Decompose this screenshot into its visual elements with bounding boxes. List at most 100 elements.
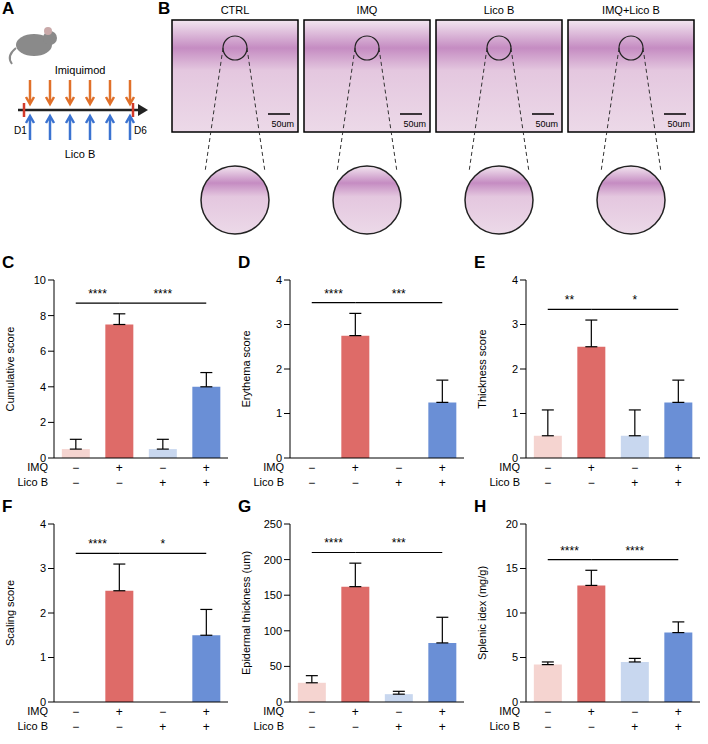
- svg-text:IMQ+Lico B: IMQ+Lico B: [602, 4, 660, 16]
- svg-text:Lico B: Lico B: [65, 148, 96, 160]
- svg-text:−: −: [72, 461, 79, 475]
- svg-text:****: ****: [324, 287, 343, 301]
- svg-text:−: −: [544, 476, 551, 490]
- svg-text:+: +: [203, 476, 210, 490]
- svg-text:+: +: [203, 720, 210, 734]
- svg-text:250: 250: [264, 518, 282, 530]
- svg-text:*: *: [632, 293, 637, 307]
- svg-text:+: +: [631, 720, 638, 734]
- svg-text:20: 20: [506, 518, 518, 530]
- svg-text:5: 5: [512, 651, 518, 663]
- svg-text:2: 2: [512, 363, 518, 375]
- svg-text:3: 3: [512, 318, 518, 330]
- svg-text:+: +: [588, 461, 595, 475]
- svg-text:−: −: [308, 461, 315, 475]
- svg-text:−: −: [308, 476, 315, 490]
- svg-text:50um: 50um: [403, 119, 426, 129]
- svg-text:4: 4: [40, 381, 46, 393]
- svg-text:**: **: [565, 293, 575, 307]
- svg-text:−: −: [588, 476, 595, 490]
- svg-text:3: 3: [276, 318, 282, 330]
- svg-text:2: 2: [40, 416, 46, 428]
- svg-text:−: −: [308, 720, 315, 734]
- svg-text:Cumulative score: Cumulative score: [4, 327, 16, 412]
- svg-text:IMQ: IMQ: [357, 4, 378, 16]
- svg-text:+: +: [159, 720, 166, 734]
- svg-text:****: ****: [560, 544, 579, 558]
- svg-text:50um: 50um: [667, 119, 690, 129]
- svg-text:+: +: [439, 461, 446, 475]
- svg-text:+: +: [203, 461, 210, 475]
- svg-text:50: 50: [270, 660, 282, 672]
- svg-text:−: −: [72, 720, 79, 734]
- svg-text:1: 1: [512, 407, 518, 419]
- svg-text:+: +: [439, 476, 446, 490]
- svg-text:+: +: [439, 720, 446, 734]
- svg-text:Lico B: Lico B: [484, 4, 515, 16]
- svg-text:D6: D6: [134, 125, 147, 136]
- svg-text:150: 150: [264, 589, 282, 601]
- svg-text:15: 15: [506, 562, 518, 574]
- svg-text:2: 2: [40, 607, 46, 619]
- svg-text:****: ****: [625, 544, 644, 558]
- svg-text:−: −: [544, 705, 551, 719]
- svg-text:4: 4: [40, 518, 46, 530]
- svg-text:+: +: [352, 705, 359, 719]
- svg-text:+: +: [675, 461, 682, 475]
- svg-text:−: −: [588, 720, 595, 734]
- svg-text:100: 100: [264, 625, 282, 637]
- svg-text:1: 1: [276, 407, 282, 419]
- svg-text:+: +: [395, 720, 402, 734]
- svg-text:−: −: [72, 705, 79, 719]
- svg-text:−: −: [395, 705, 402, 719]
- svg-text:8: 8: [40, 310, 46, 322]
- svg-text:3: 3: [40, 562, 46, 574]
- svg-text:−: −: [159, 705, 166, 719]
- svg-text:+: +: [675, 476, 682, 490]
- svg-text:+: +: [159, 476, 166, 490]
- svg-text:D1: D1: [14, 125, 27, 136]
- svg-text:+: +: [439, 705, 446, 719]
- svg-text:−: −: [631, 705, 638, 719]
- svg-text:*: *: [160, 537, 165, 551]
- svg-text:Thickness score: Thickness score: [476, 329, 488, 408]
- svg-text:2: 2: [276, 363, 282, 375]
- svg-text:+: +: [675, 720, 682, 734]
- svg-text:10: 10: [506, 607, 518, 619]
- svg-text:−: −: [72, 476, 79, 490]
- svg-text:****: ****: [324, 536, 343, 550]
- svg-text:+: +: [116, 461, 123, 475]
- svg-text:+: +: [116, 705, 123, 719]
- svg-text:***: ***: [392, 536, 406, 550]
- svg-text:−: −: [159, 461, 166, 475]
- svg-text:CTRL: CTRL: [221, 4, 250, 16]
- svg-text:Erythema score: Erythema score: [240, 330, 252, 407]
- svg-text:Imiquimod: Imiquimod: [55, 64, 106, 76]
- svg-text:****: ****: [88, 287, 107, 301]
- svg-text:50um: 50um: [271, 119, 294, 129]
- svg-text:****: ****: [88, 537, 107, 551]
- svg-text:6: 6: [40, 345, 46, 357]
- svg-text:Epidermal thickness (um): Epidermal thickness (um): [240, 551, 252, 675]
- svg-text:−: −: [544, 461, 551, 475]
- svg-text:+: +: [352, 461, 359, 475]
- svg-text:−: −: [308, 705, 315, 719]
- svg-text:−: −: [352, 720, 359, 734]
- svg-text:+: +: [631, 476, 638, 490]
- svg-text:Splenic idex (mg/g): Splenic idex (mg/g): [476, 566, 488, 660]
- svg-text:−: −: [116, 476, 123, 490]
- svg-text:***: ***: [392, 287, 406, 301]
- svg-text:Scaling score: Scaling score: [4, 580, 16, 646]
- svg-text:1: 1: [40, 651, 46, 663]
- svg-text:10: 10: [34, 274, 46, 286]
- svg-text:+: +: [395, 476, 402, 490]
- svg-text:−: −: [116, 720, 123, 734]
- svg-text:****: ****: [153, 287, 172, 301]
- svg-text:−: −: [631, 461, 638, 475]
- svg-text:200: 200: [264, 554, 282, 566]
- svg-text:+: +: [675, 705, 682, 719]
- svg-text:−: −: [395, 461, 402, 475]
- svg-text:−: −: [544, 720, 551, 734]
- svg-text:+: +: [588, 705, 595, 719]
- svg-text:4: 4: [512, 274, 518, 286]
